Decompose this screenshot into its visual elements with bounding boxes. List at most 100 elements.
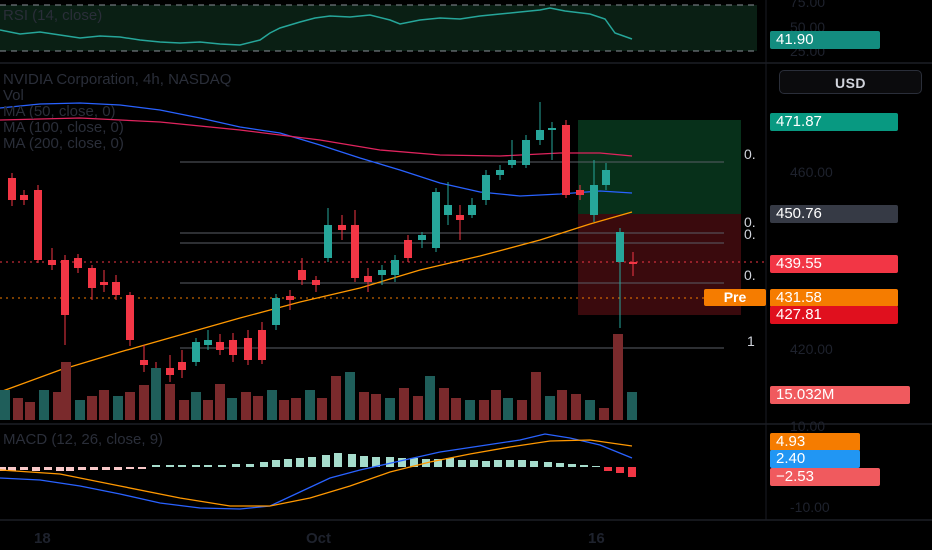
candle-down (312, 280, 320, 285)
time-label-oct: Oct (306, 530, 332, 547)
chart-title[interactable]: NVIDIA Corporation, 4h, NASDAQ (3, 71, 232, 88)
volume-bar (61, 362, 71, 420)
candle-up (548, 128, 556, 130)
candle-down (404, 240, 412, 258)
volume-bar (359, 392, 369, 420)
macd-histogram-bar (8, 467, 16, 471)
macd-signal-badge: 4.93 (770, 433, 860, 451)
legend-ma200[interactable]: MA (200, close, 0) (3, 135, 124, 152)
candle-down (126, 295, 134, 340)
candle-up (444, 205, 452, 215)
macd-histogram-bar (192, 465, 200, 467)
volume-bar (331, 376, 341, 420)
macd-histogram-bar (322, 455, 330, 467)
macd-histogram-bar (166, 465, 174, 467)
macd-legend[interactable]: MACD (12, 26, close, 9) (3, 431, 164, 448)
volume-bar (399, 388, 409, 420)
ma100-line (0, 117, 633, 157)
volume-bar (125, 392, 135, 420)
volume-bar (253, 396, 263, 420)
currency-button[interactable]: USD (779, 70, 922, 94)
candle-up (522, 140, 530, 165)
macd-histogram-bar (434, 459, 442, 467)
candle-down (629, 262, 637, 264)
candle-up (432, 192, 440, 248)
legend-ma50[interactable]: MA (50, close, 0) (3, 103, 116, 120)
fib-label-3: 0. (744, 226, 756, 242)
candle-up (272, 298, 280, 325)
volume-bar (385, 398, 395, 420)
macd-histogram-bar (482, 461, 490, 467)
macd-histogram-bar (126, 467, 134, 469)
volume-bar (451, 398, 461, 420)
macd-histogram-bar (334, 453, 342, 467)
candle-down (229, 340, 237, 355)
volume-bar (165, 384, 175, 420)
volume-bar (227, 398, 237, 420)
candle-up (496, 170, 504, 175)
candle-down (8, 178, 16, 200)
volume-bar (305, 390, 315, 420)
macd-histogram-bar (592, 466, 600, 467)
candle-up (324, 225, 332, 258)
target-price-badge: 471.87 (770, 113, 898, 131)
rsi-axis-75: 75.00 (790, 0, 826, 10)
macd-histogram-bar (232, 464, 240, 467)
candle-down (140, 360, 148, 365)
macd-histogram-bar (20, 467, 28, 470)
macd-histogram-badge: −2.53 (770, 468, 880, 486)
macd-histogram-bar (494, 460, 502, 467)
macd-histogram-bar (410, 458, 418, 467)
volume-bar (571, 394, 581, 420)
candle-up (468, 205, 476, 215)
macd-histogram-bar (66, 467, 74, 471)
candle-up (482, 175, 490, 200)
rsi-legend: RSI (14, close) (3, 7, 103, 24)
macd-histogram-bar (518, 460, 526, 467)
macd-histogram-bar (32, 467, 40, 471)
volume-bar (0, 390, 10, 420)
volume-bar (139, 385, 149, 420)
macd-histogram-bar (114, 467, 122, 470)
candle-up (192, 342, 200, 362)
macd-histogram-bar (204, 465, 212, 467)
macd-histogram-bar (398, 458, 406, 467)
macd-histogram-bar (260, 462, 268, 467)
macd-histogram-bar (138, 467, 146, 469)
macd-histogram-bar (616, 467, 624, 473)
rsi-value-badge: 41.90 (770, 31, 880, 49)
macd-histogram-bar (348, 454, 356, 467)
volume-bar (517, 400, 527, 420)
time-label-16: 16 (588, 530, 605, 547)
fib-label-5: 1 (747, 333, 755, 349)
volume-bar (413, 396, 423, 420)
premarket-tag: Pre (704, 289, 766, 306)
volume-bar (113, 396, 123, 420)
volume-bar (191, 392, 201, 420)
macd-histogram-bar (580, 465, 588, 467)
legend-vol[interactable]: Vol (3, 87, 24, 104)
macd-line (0, 433, 633, 510)
candle-down (338, 225, 346, 230)
macd-histogram-bar (556, 463, 564, 467)
macd-histogram-bar (372, 457, 380, 467)
legend-ma100[interactable]: MA (100, close, 0) (3, 119, 124, 136)
macd-histogram-bar (506, 460, 514, 467)
candle-up (590, 185, 598, 215)
rsi-line (0, 7, 633, 46)
candle-down (216, 342, 224, 350)
candle-up (418, 235, 426, 240)
candle-down (456, 215, 464, 220)
candle-down (576, 190, 584, 195)
candle-down (178, 362, 186, 370)
macd-histogram-bar (470, 460, 478, 467)
candle-up (204, 340, 212, 345)
macd-histogram-bar (218, 465, 226, 467)
candle-down (100, 282, 108, 285)
volume-bar (439, 388, 449, 420)
volume-bar (317, 398, 327, 420)
volume-bar (371, 394, 381, 420)
candle-down (20, 195, 28, 200)
macd-signal-line (0, 439, 633, 507)
